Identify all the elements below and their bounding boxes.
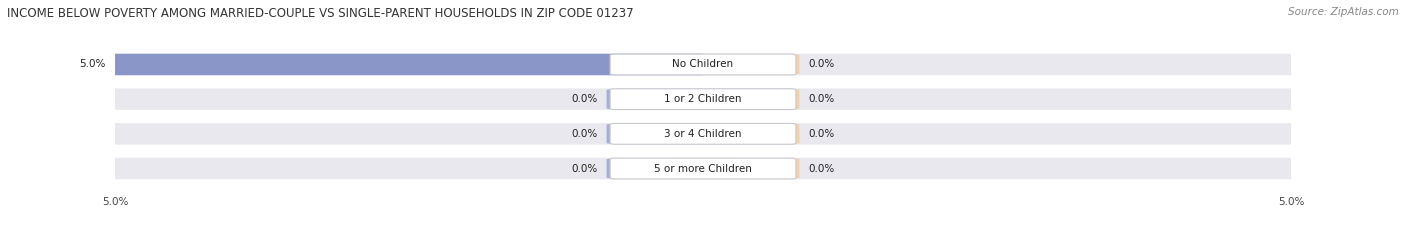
FancyBboxPatch shape xyxy=(610,89,796,110)
Text: 0.0%: 0.0% xyxy=(571,129,598,139)
FancyBboxPatch shape xyxy=(610,123,796,144)
Text: 5.0%: 5.0% xyxy=(79,59,105,69)
FancyBboxPatch shape xyxy=(606,159,671,178)
FancyBboxPatch shape xyxy=(115,158,1291,179)
FancyBboxPatch shape xyxy=(115,88,1291,110)
Text: 0.0%: 0.0% xyxy=(808,59,835,69)
FancyBboxPatch shape xyxy=(735,55,800,74)
FancyBboxPatch shape xyxy=(610,158,796,179)
FancyBboxPatch shape xyxy=(115,54,703,75)
Text: Source: ZipAtlas.com: Source: ZipAtlas.com xyxy=(1288,7,1399,17)
FancyBboxPatch shape xyxy=(606,124,671,144)
Text: INCOME BELOW POVERTY AMONG MARRIED-COUPLE VS SINGLE-PARENT HOUSEHOLDS IN ZIP COD: INCOME BELOW POVERTY AMONG MARRIED-COUPL… xyxy=(7,7,634,20)
Text: 3 or 4 Children: 3 or 4 Children xyxy=(664,129,742,139)
Text: 0.0%: 0.0% xyxy=(571,94,598,104)
FancyBboxPatch shape xyxy=(115,54,1291,75)
Legend: Married Couples, Single Parents: Married Couples, Single Parents xyxy=(593,230,813,233)
Text: 0.0%: 0.0% xyxy=(808,94,835,104)
FancyBboxPatch shape xyxy=(735,159,800,178)
Text: 1 or 2 Children: 1 or 2 Children xyxy=(664,94,742,104)
Text: 0.0%: 0.0% xyxy=(808,164,835,174)
FancyBboxPatch shape xyxy=(610,54,796,75)
Text: 5 or more Children: 5 or more Children xyxy=(654,164,752,174)
FancyBboxPatch shape xyxy=(115,123,1291,145)
Text: 0.0%: 0.0% xyxy=(571,164,598,174)
FancyBboxPatch shape xyxy=(735,89,800,109)
Text: 0.0%: 0.0% xyxy=(808,129,835,139)
FancyBboxPatch shape xyxy=(606,89,671,109)
Text: No Children: No Children xyxy=(672,59,734,69)
FancyBboxPatch shape xyxy=(735,124,800,144)
